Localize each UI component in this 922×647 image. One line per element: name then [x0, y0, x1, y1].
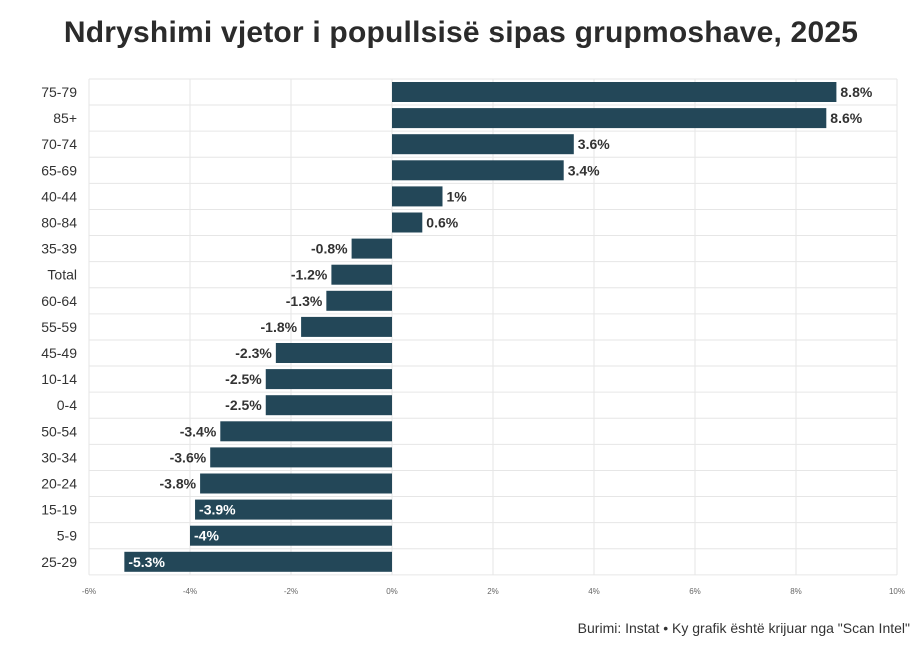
bar-60-64 [326, 290, 392, 311]
category-labels: 75-79 85+ 70-74 65-69 40-44 80-84 35-39 Total 60… [41, 84, 77, 570]
category-label: 50-54 [41, 423, 77, 439]
category-label: 20-24 [41, 476, 77, 492]
bar-10-14 [265, 369, 392, 390]
data-label: 8.6% [830, 110, 862, 126]
data-label: 1% [447, 188, 468, 204]
data-label: 3.4% [568, 162, 600, 178]
chart-title: Ndryshimi vjetor i popullsisë sipas grup… [63, 16, 859, 49]
data-label: -2.5% [225, 397, 262, 413]
category-label: 80-84 [41, 215, 77, 231]
grid-lines [88, 78, 898, 576]
category-label: 15-19 [41, 502, 77, 518]
bar-Total [331, 264, 392, 285]
category-label: 35-39 [41, 241, 77, 257]
data-labels: 8.8% 8.6% 3.6% 3.4% 1% 0.6% -0.8% -1.2% -1.3% -1.… [128, 84, 873, 570]
x-tick-label: 8% [790, 587, 802, 596]
category-label: 40-44 [41, 188, 77, 204]
category-label: 85+ [53, 110, 77, 126]
data-label: 3.6% [578, 136, 610, 152]
bar-35-39 [351, 238, 392, 259]
category-label: 0-4 [57, 397, 77, 413]
category-label: 70-74 [41, 136, 77, 152]
data-label: -3.9% [199, 502, 236, 518]
x-tick-label: -2% [284, 587, 298, 596]
data-label: -0.8% [311, 241, 348, 257]
bar-70-74 [392, 134, 574, 155]
category-label: 5-9 [57, 528, 77, 544]
data-label: -1.8% [261, 319, 298, 335]
data-label: -5.3% [128, 554, 165, 570]
bar-25-29 [124, 551, 392, 572]
data-label: -2.3% [235, 345, 272, 361]
category-label: 75-79 [41, 84, 77, 100]
category-label: 55-59 [41, 319, 77, 335]
bar-65-69 [392, 160, 564, 181]
bar-45-49 [275, 343, 392, 363]
data-label: -1.2% [291, 267, 328, 283]
bar-50-54 [220, 421, 392, 442]
bar-5-9 [190, 525, 392, 546]
x-tick-label: 4% [588, 587, 600, 596]
bars [124, 82, 837, 572]
bar-55-59 [301, 316, 392, 337]
data-label: -3.8% [160, 476, 197, 492]
x-tick-label: 0% [386, 587, 398, 596]
x-tick-label: -6% [82, 587, 96, 596]
category-label: 30-34 [41, 449, 77, 465]
bar-75-79 [392, 82, 837, 102]
data-label: -4% [194, 528, 219, 544]
bar-30-34 [210, 447, 392, 468]
bar-85+ [392, 108, 827, 129]
category-label: 10-14 [41, 371, 77, 387]
data-label: -1.3% [286, 293, 323, 309]
data-label: -3.4% [180, 423, 217, 439]
source-note: Burimi: Instat • Ky grafik është krijuar… [577, 620, 910, 636]
bar-80-84 [392, 212, 423, 233]
category-label: 45-49 [41, 345, 77, 361]
bar-0-4 [265, 395, 392, 416]
bar-40-44 [392, 186, 443, 207]
category-label: 25-29 [41, 554, 77, 570]
category-label: 60-64 [41, 293, 77, 309]
category-label: 65-69 [41, 162, 77, 178]
x-axis-ticks: -6% -4% -2% 0% 2% 4% 6% 8% 10% [82, 587, 905, 596]
data-label: 0.6% [426, 215, 458, 231]
data-label: 8.8% [840, 84, 872, 100]
data-label: -2.5% [225, 371, 262, 387]
data-label: -3.6% [170, 449, 207, 465]
x-tick-label: 2% [487, 587, 499, 596]
x-tick-label: 6% [689, 587, 701, 596]
category-label: Total [47, 267, 77, 283]
bar-20-24 [200, 473, 392, 494]
x-tick-label: -4% [183, 587, 197, 596]
x-tick-label: 10% [889, 587, 905, 596]
bar-15-19 [195, 499, 392, 520]
